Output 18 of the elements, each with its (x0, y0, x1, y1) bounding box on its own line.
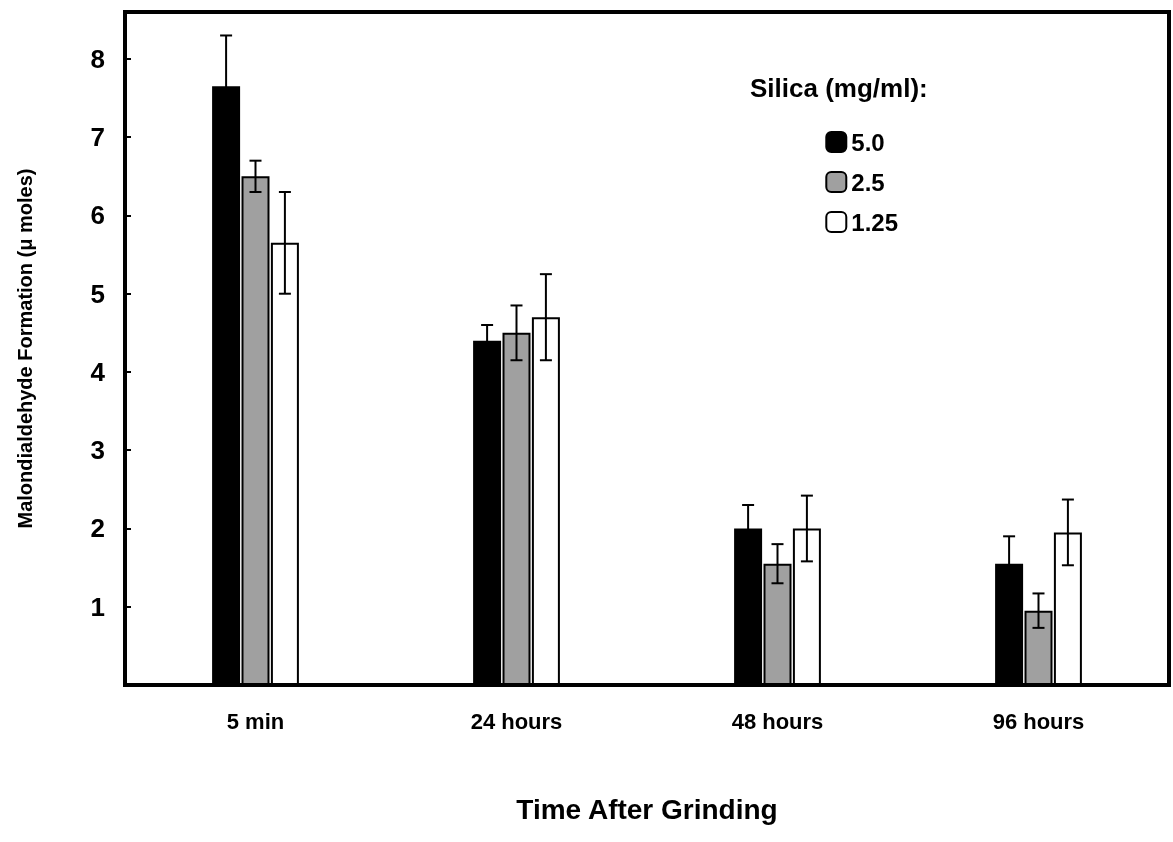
legend-title: Silica (mg/ml): (750, 73, 928, 103)
y-tick-label: 6 (90, 200, 105, 231)
y-tick-label: 2 (90, 513, 105, 544)
y-tick-label: 8 (90, 43, 105, 74)
y-axis-title: Malondialdehyde Formation (μ moles) (14, 168, 36, 529)
y-tick-label: 1 (90, 591, 105, 622)
y-tick-label: 4 (90, 356, 106, 387)
x-tick-label: 5 min (226, 708, 285, 734)
y-tick-label: 5 (90, 278, 105, 309)
x-tick-label: 96 hours (992, 708, 1085, 734)
legend-label: 2.5 (851, 168, 885, 196)
x-axis-title: Time After Grinding (516, 793, 778, 825)
y-tick-label: 7 (90, 122, 105, 153)
y-tick-label: 3 (90, 435, 105, 466)
legend-label: 1.25 (851, 208, 899, 236)
legend-label: 5.0 (851, 128, 885, 156)
x-tick-label: 24 hours (470, 708, 563, 734)
x-tick-label: 48 hours (731, 708, 824, 734)
